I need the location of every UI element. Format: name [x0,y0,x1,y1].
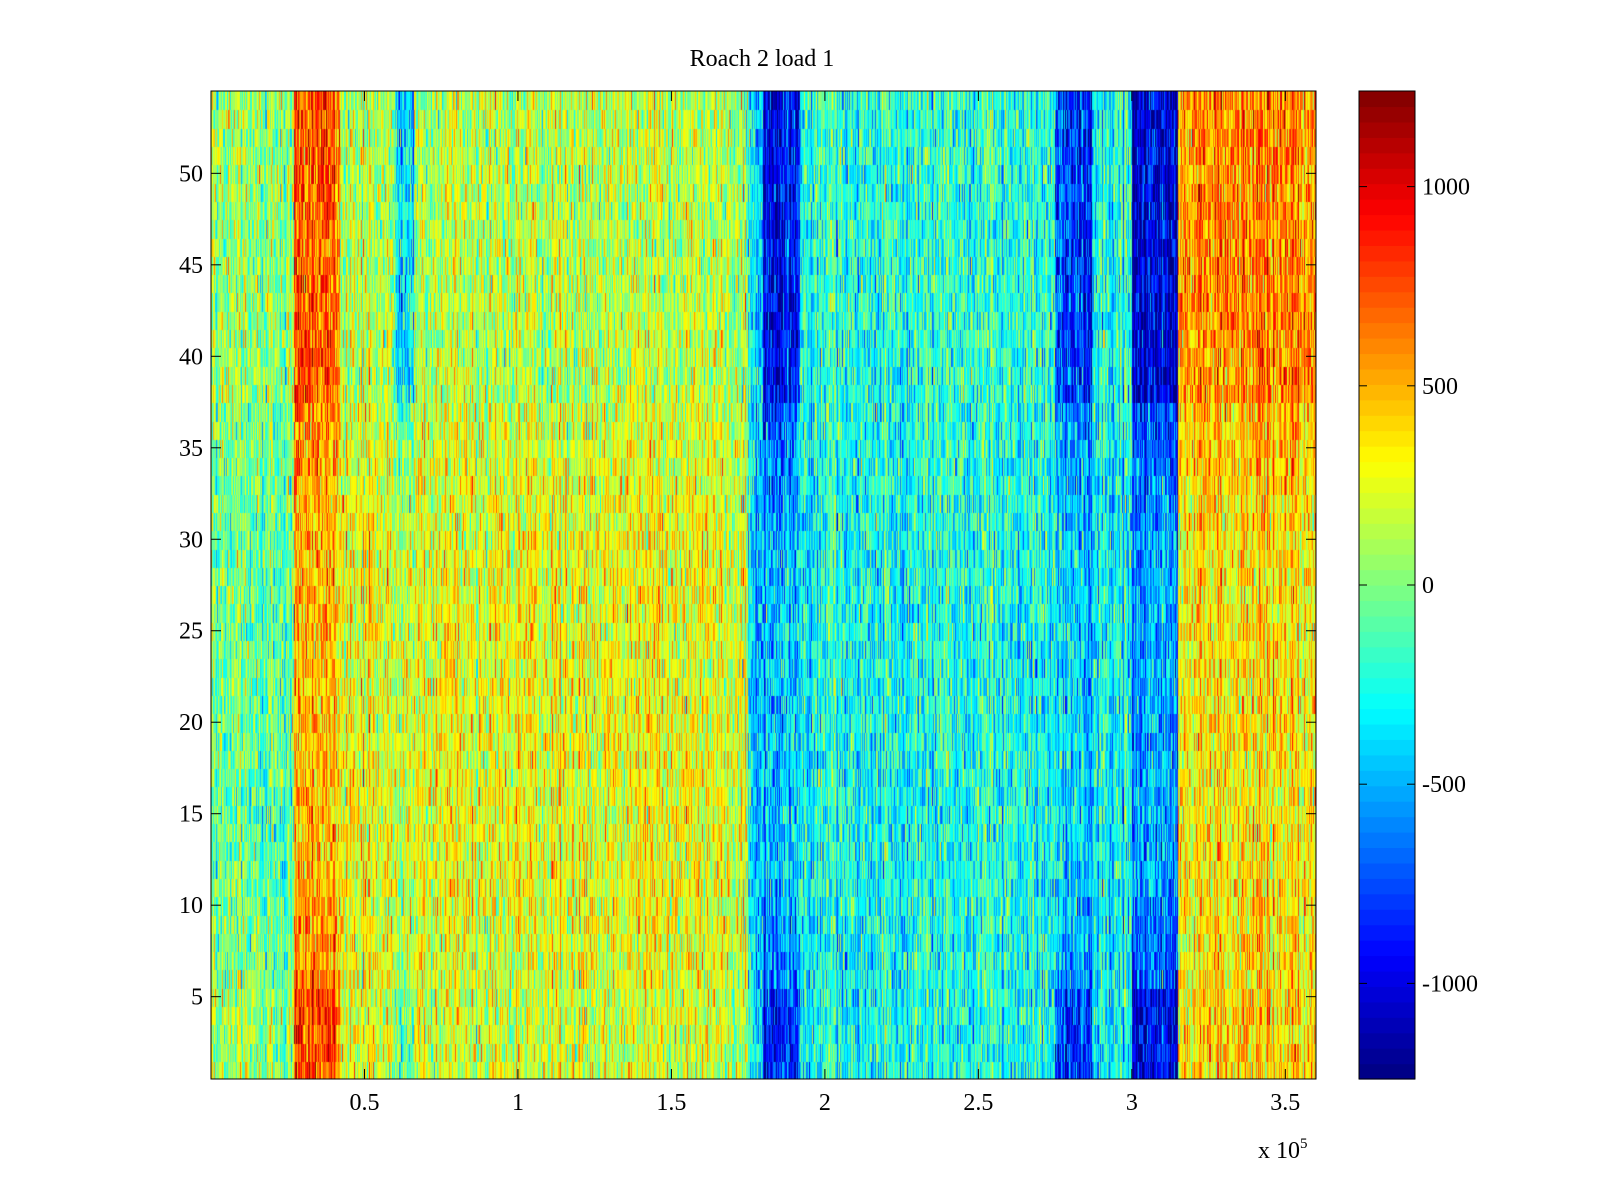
colorbar-swatch [1359,260,1415,277]
colorbar-swatch [1359,893,1415,910]
y-tick-label: 15 [179,802,203,828]
colorbar-swatch [1359,940,1415,957]
colorbar-swatch [1359,476,1415,493]
colorbar-swatch [1359,430,1415,447]
colorbar-swatch [1359,446,1415,463]
colorbar-swatch [1359,878,1415,895]
colorbar-swatch [1359,91,1415,108]
x-axis: 0.5 1 1.5 2 2.5 3 3.5 [349,91,1300,1116]
colorbar-swatch [1359,693,1415,710]
x-tick-label: 2.5 [963,1090,993,1116]
colorbar-swatch [1359,924,1415,941]
colorbar-swatch [1359,708,1415,725]
colorbar-tick-label: -1000 [1422,971,1478,997]
colorbar-swatch [1359,1017,1415,1034]
colorbar-swatch [1359,538,1415,555]
colorbar-swatch [1359,909,1415,926]
colorbar-swatch [1359,832,1415,849]
x-tick-label: 1.5 [656,1090,686,1116]
colorbar-swatch [1359,415,1415,432]
colorbar-swatch [1359,276,1415,293]
y-tick-label: 50 [179,161,203,187]
colorbar-swatch [1359,368,1415,385]
colorbar-tick-label: 0 [1422,573,1434,599]
colorbar-swatch [1359,168,1415,185]
colorbar-swatch [1359,137,1415,154]
colorbar-swatch [1359,723,1415,740]
y-axis: 5 10 15 20 25 30 35 40 45 50 [179,161,1316,1011]
colorbar-swatch [1359,461,1415,478]
colorbar-swatch [1359,507,1415,524]
colorbar-tick-label: -500 [1422,772,1466,798]
colorbar-axis: 1000 500 0 -500 -1000 [1359,175,1478,997]
x-tick-label: 2 [819,1090,831,1116]
x-tick-label: 3.5 [1270,1090,1300,1116]
colorbar-swatch [1359,322,1415,339]
y-tick-label: 10 [179,893,203,919]
colorbar-swatch [1359,662,1415,679]
y-tick-label: 20 [179,710,203,736]
chart-title: Roach 2 load 1 [690,46,835,72]
y-tick-label: 25 [179,619,203,645]
colorbar-swatch [1359,199,1415,216]
colorbar-swatch [1359,816,1415,833]
colorbar-swatch [1359,955,1415,972]
colorbar-swatch [1359,106,1415,123]
colorbar-swatch [1359,384,1415,401]
colorbar-swatch [1359,338,1415,355]
colorbar-swatch [1359,229,1415,246]
colorbar-swatch [1359,183,1415,200]
colorbar-swatch [1359,492,1415,509]
y-tick-label: 30 [179,527,203,553]
colorbar-swatch [1359,152,1415,169]
y-tick-label: 35 [179,436,203,462]
x-multiplier-base: x 10 [1258,1138,1300,1164]
colorbar-swatch [1359,646,1415,663]
colorbar-swatch [1359,1001,1415,1018]
colorbar-swatch [1359,121,1415,138]
colorbar-swatch [1359,770,1415,787]
colorbar-swatch [1359,801,1415,818]
colorbar-swatch [1359,1048,1415,1065]
y-tick-label: 45 [179,253,203,279]
x-tick-label: 3 [1126,1090,1138,1116]
colorbar-swatch [1359,600,1415,617]
colorbar-swatch [1359,585,1415,602]
colorbar-frame [1358,90,1416,1080]
plot-frame [210,90,1317,1080]
y-tick-label: 40 [179,344,203,370]
colorbar-swatch [1359,986,1415,1003]
colorbar-swatch [1359,631,1415,648]
colorbar-swatch [1359,291,1415,308]
colorbar-swatch [1359,569,1415,586]
colorbar-swatch [1359,754,1415,771]
colorbar-swatch [1359,353,1415,370]
colorbar-swatch [1359,739,1415,756]
colorbar-swatch [1359,523,1415,540]
colorbar-tick-label: 500 [1422,374,1458,400]
colorbar-swatch [1359,1063,1415,1080]
y-tick-label: 5 [191,985,203,1011]
colorbar-swatch [1359,847,1415,864]
heatmap-image [211,91,1316,1079]
colorbar-swatch [1359,399,1415,416]
x-multiplier-label: x 105 [1258,1136,1308,1164]
x-multiplier-exponent: 5 [1300,1136,1308,1152]
colorbar-swatch [1359,862,1415,879]
colorbar-swatch [1359,307,1415,324]
colorbar-swatch [1359,785,1415,802]
colorbar-swatch [1359,970,1415,987]
colorbar-swatch [1359,615,1415,632]
x-tick-label: 0.5 [349,1090,379,1116]
colorbar-tick-label: 1000 [1422,175,1470,201]
colorbar-swatch [1359,677,1415,694]
colorbar-swatch [1359,245,1415,262]
x-tick-label: 1 [512,1090,524,1116]
colorbar-swatch [1359,214,1415,231]
colorbar-swatch [1359,1032,1415,1049]
colorbar-swatch [1359,554,1415,571]
colorbar [1359,91,1415,1080]
